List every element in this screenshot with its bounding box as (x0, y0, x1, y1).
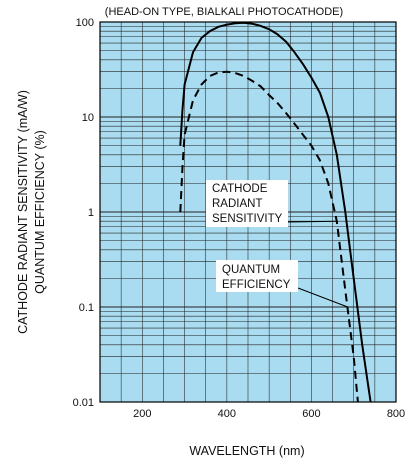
annotation-sensitivity-line-1: CATHODE (212, 183, 268, 195)
x-tick-labels: 200 400 600 800 (133, 408, 405, 420)
y-tick-label: 100 (76, 17, 94, 29)
y-tick-label: 0.01 (73, 397, 94, 409)
y-tick-label: 10 (82, 112, 94, 124)
y-tick-labels: 0.01 0.1 1 10 100 (73, 17, 94, 409)
x-axis-label: WAVELENGTH (nm) (189, 444, 304, 458)
annotation-box-sensitivity (206, 180, 288, 227)
series-layer (179, 21, 372, 403)
annotation-leader-sensitivity (287, 220, 337, 223)
y-axis-label-line-2: QUANTUM EFFICIENCY (%) (33, 130, 47, 294)
x-tick-label: 400 (218, 408, 236, 420)
plot-border (99, 21, 397, 403)
y-tick-label: 1 (88, 207, 94, 219)
annotation-sensitivity-line-3: SENSITIVITY (212, 213, 283, 225)
annotation-box-quantum (216, 260, 298, 292)
annotation-leader-quantum (297, 287, 348, 308)
chart-title: (HEAD-ON TYPE, BIALKALI PHOTOCATHODE) (105, 6, 343, 18)
x-tick-label: 800 (387, 408, 405, 420)
annotation-quantum-line-2: EFFICIENCY (222, 279, 291, 291)
y-tick-label: 0.1 (79, 302, 94, 314)
annotation-leaders (287, 220, 348, 308)
x-tick-label: 600 (302, 408, 320, 420)
annotation-quantum-line-1: QUANTUM (222, 264, 280, 276)
series-line-sensitivity (179, 21, 372, 403)
y-axis-label-line-1: CATHODE RADIANT SENSITIVITY (mA/W) (16, 90, 30, 334)
x-tick-label: 200 (133, 408, 151, 420)
plot-frame (99, 21, 397, 403)
annotation-sensitivity-line-2: RADIANT (212, 198, 262, 210)
